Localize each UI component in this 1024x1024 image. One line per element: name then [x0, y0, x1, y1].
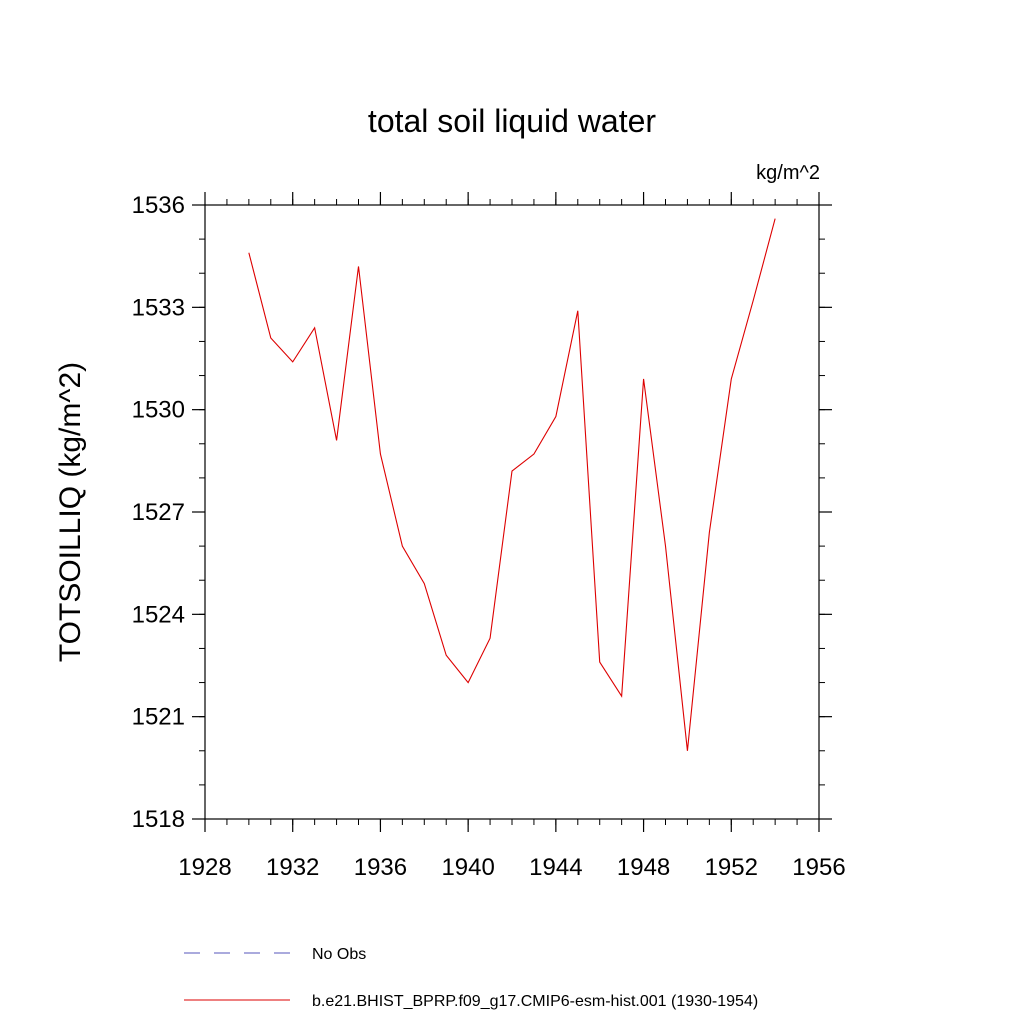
y-tick-label: 1527 [132, 499, 185, 526]
y-tick-label: 1524 [132, 601, 185, 628]
legend: No Obs b.e21.BHIST_BPRP.f09_g17.CMIP6-esm… [184, 946, 758, 1010]
units-label: kg/m^2 [756, 162, 820, 184]
y-tick-label: 1521 [132, 704, 185, 731]
series-lines [248, 218, 776, 751]
legend-label: No Obs [312, 946, 366, 963]
x-tick-label: 1956 [792, 854, 845, 881]
x-tick-label: 1952 [705, 854, 758, 881]
x-tick-label: 1932 [266, 854, 319, 881]
chart-title: total soil liquid water [368, 103, 656, 139]
x-tick-label: 1948 [617, 854, 670, 881]
series-line [248, 218, 776, 751]
y-axis-label: TOTSOILLIQ (kg/m^2) [54, 362, 87, 662]
plot-frame [204, 204, 820, 820]
x-tick-label: 1928 [178, 854, 231, 881]
axis-ticks: 1518 1521 1524 1527 1530 1533 1536 1928 1932 1936… [132, 192, 846, 881]
x-tick-label: 1936 [354, 854, 407, 881]
y-tick-label: 1530 [132, 397, 185, 424]
legend-label: b.e21.BHIST_BPRP.f09_g17.CMIP6-esm-hist.… [312, 993, 758, 1010]
x-tick-label: 1940 [441, 854, 494, 881]
x-tick-label: 1944 [529, 854, 582, 881]
y-tick-label: 1536 [132, 192, 185, 219]
y-tick-label: 1533 [132, 294, 185, 321]
y-tick-label: 1518 [132, 806, 185, 833]
